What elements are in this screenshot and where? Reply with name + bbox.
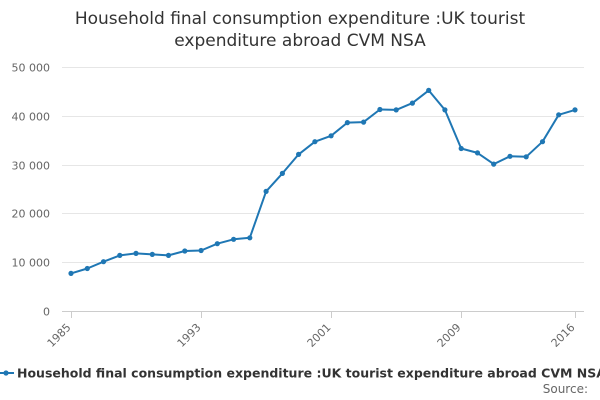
data-point (247, 235, 253, 241)
data-point (458, 145, 464, 152)
data-point (165, 252, 172, 258)
data-point (231, 236, 237, 242)
y-tick-label: 40 000 (12, 111, 51, 124)
data-point (214, 241, 220, 247)
y-axis-tick-labels: 0 10 000 20 000 30 000 40 000 50 000 (12, 62, 51, 319)
data-point (409, 100, 415, 106)
gridlines (62, 67, 584, 263)
x-tick-label: 1985 (45, 321, 74, 350)
data-point (474, 150, 481, 156)
legend[interactable]: Household final consumption expenditure … (0, 366, 600, 381)
data-point (117, 252, 123, 258)
series-line (70, 89, 576, 275)
data-point (279, 170, 285, 176)
x-tick-label: 2009 (435, 321, 464, 350)
data-point (263, 188, 269, 194)
data-point (539, 139, 546, 145)
data-point (491, 161, 497, 167)
data-point (393, 107, 399, 113)
legend-marker (3, 370, 9, 376)
data-point (296, 151, 302, 157)
data-point (149, 251, 155, 257)
y-tick-label: 0 (43, 306, 50, 319)
data-point (100, 259, 107, 265)
data-point (556, 112, 562, 118)
data-point (68, 270, 74, 276)
data-point (442, 107, 448, 113)
x-tick-label: 2016 (549, 321, 578, 350)
x-tick-label: 1993 (175, 321, 204, 350)
chart-title-line-1: Household final consumption expenditure … (75, 9, 526, 29)
axes (62, 311, 584, 318)
data-point (84, 265, 90, 272)
data-point (328, 133, 334, 139)
data-point (507, 153, 513, 159)
x-tick-label: 2001 (305, 321, 334, 350)
chart-title-line-2: expenditure abroad CVM NSA (174, 31, 426, 51)
y-tick-label: 50 000 (12, 62, 51, 75)
source-label: Source: (543, 382, 588, 396)
data-point (572, 107, 578, 113)
data-point (426, 87, 432, 93)
data-point (198, 247, 204, 254)
y-tick-label: 30 000 (12, 160, 51, 173)
x-axis-tick-labels: 1985 1993 2001 2009 2016 (45, 321, 578, 350)
data-point (377, 106, 383, 113)
y-tick-label: 10 000 (12, 257, 51, 270)
data-point (344, 120, 350, 126)
series (68, 87, 578, 276)
data-point (312, 139, 318, 145)
data-point (523, 154, 529, 160)
y-tick-label: 20 000 (12, 208, 51, 221)
data-point (182, 248, 188, 254)
data-point (361, 119, 367, 125)
data-point (133, 250, 139, 256)
legend-label[interactable]: Household final consumption expenditure … (17, 366, 600, 381)
